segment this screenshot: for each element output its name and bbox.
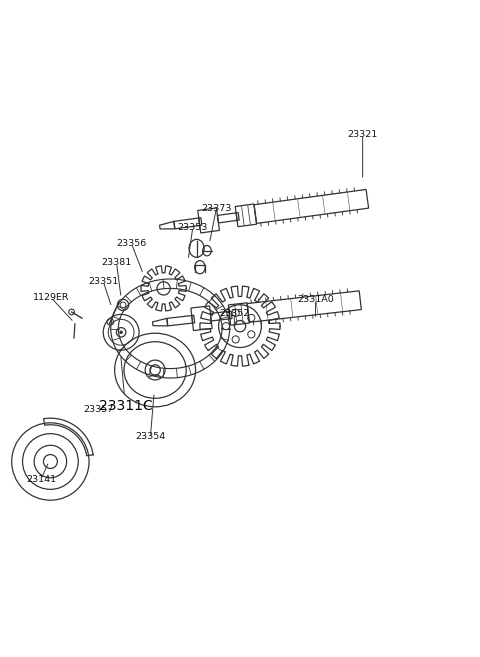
Text: 23141: 23141 [26, 475, 56, 484]
Text: 1129ER: 1129ER [33, 293, 70, 302]
Text: 23353: 23353 [178, 223, 208, 231]
Text: 23351: 23351 [88, 277, 119, 286]
Text: 23356: 23356 [116, 239, 147, 248]
Text: 2331А0: 2331А0 [297, 295, 334, 304]
Text: 23321: 23321 [348, 129, 378, 139]
Text: 23352: 23352 [219, 309, 250, 318]
Circle shape [120, 331, 122, 334]
Text: 23357: 23357 [84, 405, 114, 414]
Text: 23373: 23373 [201, 204, 232, 213]
Text: 23381: 23381 [101, 258, 132, 267]
Text: 23354: 23354 [135, 432, 166, 442]
Text: 23311C: 23311C [98, 357, 152, 413]
